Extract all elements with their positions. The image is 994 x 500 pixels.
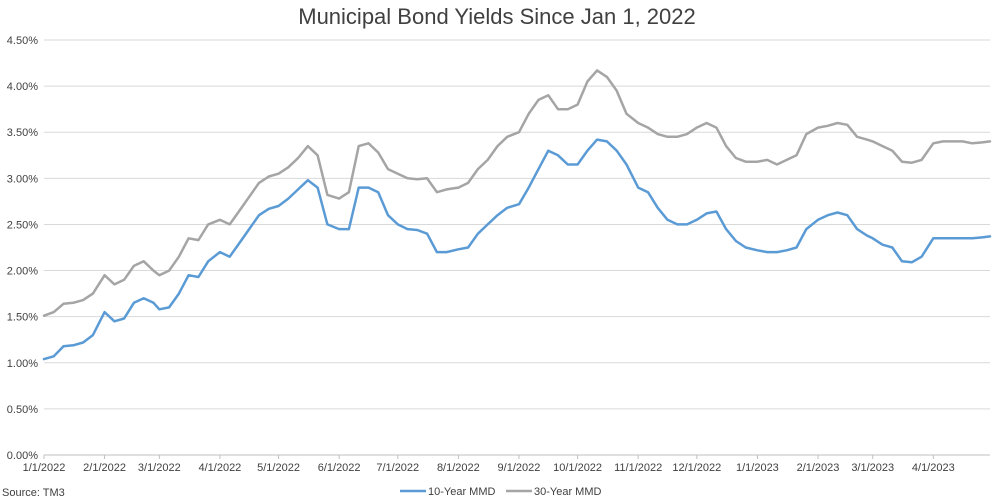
x-tick-label: 2/1/2023 [797, 462, 840, 474]
series-line-30-year-mmd [42, 69, 992, 317]
x-tick-label: 1/1/2023 [736, 462, 779, 474]
legend-label: 30-Year MMD [534, 486, 602, 498]
x-tick-label: 5/1/2022 [257, 462, 300, 474]
y-axis-tick-labels: 0.00% 0.50% 1.00% 1.50% 2.00% 2.50% 3.00% 3.50%… [7, 35, 38, 462]
x-tick-label: 6/1/2022 [318, 462, 361, 474]
y-tick-label: 0.50% [7, 404, 38, 416]
x-axis-tick-labels: 1/1/2022 2/1/2022 3/1/2022 4/1/2022 5/1/2022… [23, 462, 955, 474]
x-tick-label: 7/1/2022 [376, 462, 419, 474]
y-tick-label: 2.50% [7, 219, 38, 231]
x-tick-label: 4/1/2023 [912, 462, 955, 474]
series-line-10-year-mmd [42, 138, 992, 361]
x-tick-label: 3/1/2022 [138, 462, 181, 474]
legend-label: 10-Year MMD [428, 486, 496, 498]
y-tick-label: 2.00% [7, 266, 38, 278]
series-lines [42, 69, 992, 361]
x-tick-label: 2/1/2022 [83, 462, 126, 474]
x-tick-label: 3/1/2023 [851, 462, 894, 474]
x-tick-label: 10/1/2022 [553, 462, 602, 474]
gridlines [43, 39, 990, 459]
x-tick-label: 1/1/2022 [23, 462, 66, 474]
y-tick-label: 3.00% [7, 173, 38, 185]
y-tick-label: 4.50% [7, 35, 38, 47]
x-tick-label: 4/1/2022 [198, 462, 241, 474]
y-tick-label: 1.50% [7, 312, 38, 324]
chart-title: Municipal Bond Yields Since Jan 1, 2022 [298, 4, 695, 29]
x-tick-label: 12/1/2022 [672, 462, 721, 474]
x-tick-label: 9/1/2022 [498, 462, 541, 474]
y-tick-label: 0.00% [7, 450, 38, 462]
x-tick-label: 11/1/2022 [614, 462, 662, 474]
y-tick-label: 3.50% [7, 127, 38, 139]
legend: 10-Year MMD 30-Year MMD [400, 486, 602, 498]
y-tick-label: 4.00% [7, 81, 38, 93]
source-label: Source: TM3 [2, 487, 65, 499]
y-tick-label: 1.00% [7, 358, 38, 370]
x-tick-label: 8/1/2022 [437, 462, 480, 474]
